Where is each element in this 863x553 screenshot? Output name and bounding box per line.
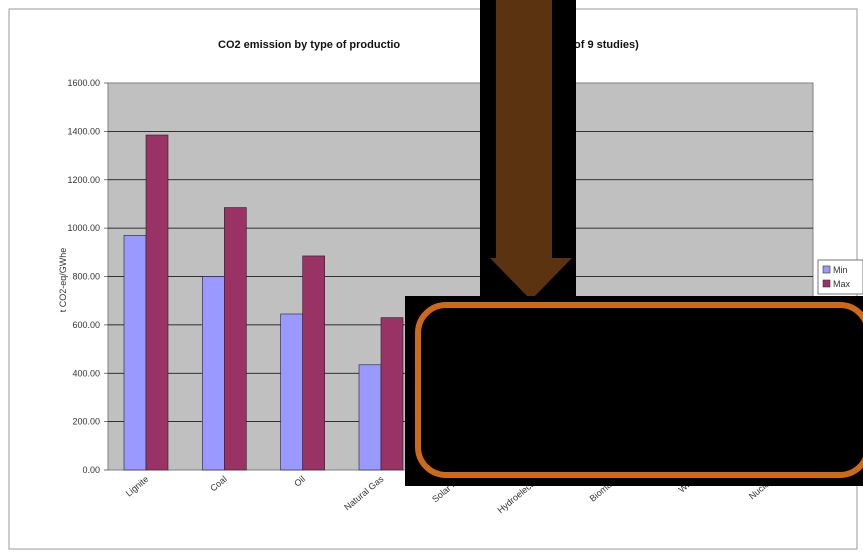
y-tick-label: 400.00 xyxy=(72,368,100,378)
bars xyxy=(123,134,404,471)
bar-min xyxy=(280,313,303,471)
bar-min xyxy=(202,276,225,471)
y-tick-label: 1600.00 xyxy=(67,78,100,88)
down-arrow-icon xyxy=(480,0,576,300)
redaction-box-border xyxy=(415,302,863,478)
y-axis-label: t CO2-eq/GWhe xyxy=(58,248,68,313)
y-tick-label: 0.00 xyxy=(82,465,100,475)
y-axis-ticks: 0.00 200.00 400.00 600.00 800.00 1000.00 1200.… xyxy=(67,78,108,475)
bar-max xyxy=(224,207,247,471)
legend-swatch-max xyxy=(822,279,831,288)
bar-max xyxy=(145,134,169,471)
bar-max xyxy=(380,317,404,471)
chart-title-left: CO2 emission by type of productio xyxy=(218,39,400,51)
legend: Min Max xyxy=(817,259,863,295)
legend-swatch-min xyxy=(822,265,831,274)
y-tick-label: 1000.00 xyxy=(67,223,100,233)
y-tick-label: 200.00 xyxy=(72,417,100,427)
legend-label-min: Min xyxy=(833,265,848,275)
legend-label-max: Max xyxy=(833,279,851,289)
y-tick-label: 800.00 xyxy=(72,272,100,282)
bar-min xyxy=(358,364,382,471)
bar-max xyxy=(302,255,325,471)
bar-min xyxy=(123,235,147,471)
legend-box xyxy=(817,259,863,295)
chart-title-right: of 9 studies) xyxy=(574,39,639,51)
y-tick-label: 600.00 xyxy=(72,320,100,330)
y-tick-label: 1200.00 xyxy=(67,175,100,185)
y-tick-label: 1400.00 xyxy=(67,126,100,136)
